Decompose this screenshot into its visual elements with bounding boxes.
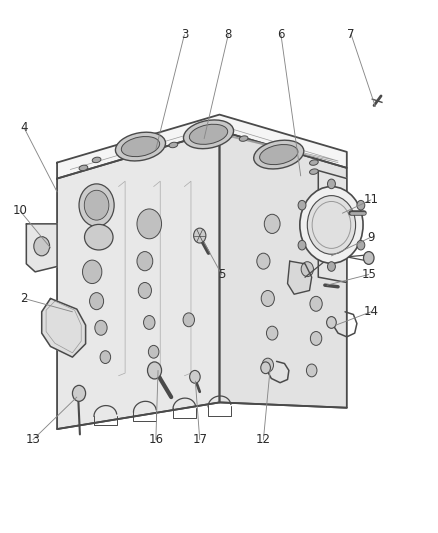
Circle shape [326, 317, 336, 328]
Text: 13: 13 [25, 433, 40, 446]
Circle shape [300, 262, 313, 277]
Polygon shape [219, 131, 346, 408]
Circle shape [95, 320, 107, 335]
Ellipse shape [115, 132, 165, 161]
Text: 17: 17 [192, 433, 207, 446]
Circle shape [138, 282, 151, 298]
Circle shape [79, 184, 114, 227]
Text: 5: 5 [218, 268, 225, 281]
Ellipse shape [253, 140, 303, 169]
Circle shape [310, 332, 321, 345]
Ellipse shape [259, 144, 297, 165]
Circle shape [304, 226, 318, 243]
Text: 4: 4 [20, 122, 28, 134]
Circle shape [143, 316, 155, 329]
Ellipse shape [92, 157, 101, 163]
Text: 16: 16 [148, 433, 163, 446]
Ellipse shape [309, 169, 318, 174]
Ellipse shape [239, 136, 247, 141]
Circle shape [256, 253, 269, 269]
Circle shape [34, 237, 49, 256]
Circle shape [82, 260, 102, 284]
Circle shape [307, 196, 355, 254]
Circle shape [297, 240, 305, 250]
Circle shape [327, 179, 335, 189]
Circle shape [264, 214, 279, 233]
Circle shape [356, 200, 364, 210]
Circle shape [100, 351, 110, 364]
Polygon shape [57, 131, 219, 429]
Circle shape [84, 190, 109, 220]
Text: 6: 6 [276, 28, 284, 41]
Text: 3: 3 [180, 28, 187, 41]
Polygon shape [57, 115, 346, 179]
Text: 15: 15 [360, 268, 375, 281]
Ellipse shape [121, 136, 159, 157]
Text: 14: 14 [363, 305, 378, 318]
Polygon shape [42, 298, 85, 357]
Ellipse shape [189, 124, 227, 144]
Text: 12: 12 [255, 433, 270, 446]
Text: 2: 2 [20, 292, 28, 305]
Ellipse shape [183, 120, 233, 149]
Ellipse shape [169, 142, 177, 148]
Circle shape [299, 187, 362, 263]
Circle shape [266, 326, 277, 340]
Circle shape [137, 252, 152, 271]
Ellipse shape [84, 224, 113, 250]
Ellipse shape [79, 165, 88, 171]
Circle shape [309, 296, 321, 311]
Ellipse shape [309, 160, 318, 165]
Text: 10: 10 [12, 204, 27, 217]
Circle shape [148, 345, 159, 358]
Circle shape [72, 385, 85, 401]
Polygon shape [287, 261, 311, 294]
Circle shape [89, 293, 103, 310]
Circle shape [356, 240, 364, 250]
Circle shape [147, 362, 161, 379]
Circle shape [327, 262, 335, 271]
Circle shape [261, 358, 273, 372]
Circle shape [189, 370, 200, 383]
Polygon shape [318, 171, 346, 282]
Text: 9: 9 [366, 231, 374, 244]
Text: 7: 7 [346, 28, 354, 41]
Circle shape [261, 290, 274, 306]
Text: 8: 8 [224, 28, 231, 41]
Circle shape [260, 362, 270, 374]
Circle shape [183, 313, 194, 327]
Circle shape [306, 364, 316, 377]
Circle shape [193, 228, 205, 243]
Polygon shape [26, 224, 57, 272]
Circle shape [297, 200, 305, 210]
Circle shape [363, 252, 373, 264]
Text: 11: 11 [363, 193, 378, 206]
Circle shape [137, 209, 161, 239]
